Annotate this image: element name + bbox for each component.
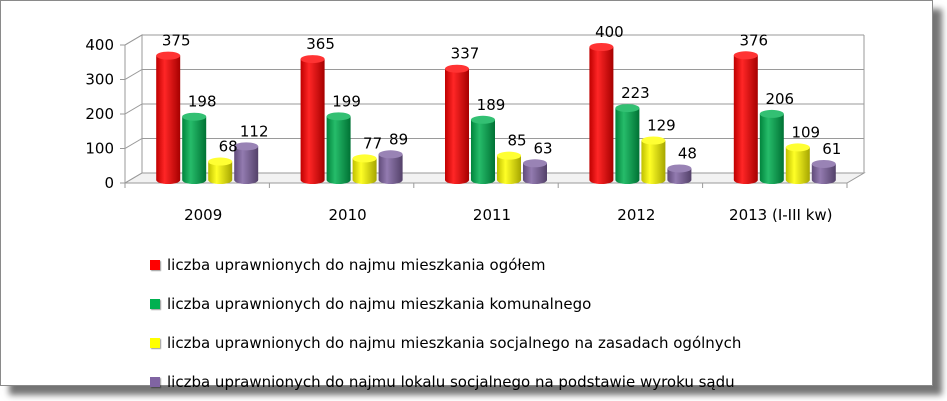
bar-top — [523, 159, 547, 168]
legend-item: liczba uprawnionych do najmu mieszkania … — [150, 245, 741, 284]
legend-label: liczba uprawnionych do najmu mieszkania … — [167, 333, 742, 352]
data-label: 68 — [219, 138, 238, 156]
y-tick-label: 300 — [85, 71, 114, 89]
bar-top — [326, 112, 351, 121]
data-label: 63 — [533, 139, 552, 157]
x-tick-label: 2009 — [184, 206, 222, 224]
bar — [811, 163, 836, 184]
bar — [733, 55, 758, 184]
data-label: 61 — [822, 140, 841, 158]
data-label: 365 — [306, 35, 335, 53]
data-label: 375 — [162, 32, 191, 50]
bar-top — [352, 154, 377, 163]
legend-swatch — [150, 376, 160, 387]
bar — [326, 116, 351, 184]
bar-top — [811, 159, 836, 168]
bar — [234, 146, 259, 184]
data-label: 376 — [739, 31, 768, 49]
y-tick-label: 100 — [85, 140, 114, 158]
bar — [589, 47, 614, 184]
legend-swatch — [150, 298, 160, 309]
y-tick-label: 200 — [85, 105, 114, 123]
legend-item: liczba uprawnionych do najmu mieszkania … — [150, 323, 741, 362]
data-label: 112 — [240, 122, 269, 140]
bar — [759, 113, 784, 184]
chart-frame: 0 100 200 300 400 375 198 68 112 365 199 77 89 337 18… — [0, 0, 933, 391]
x-tick-label: 2011 — [473, 206, 511, 224]
bar — [785, 147, 810, 184]
legend-swatch — [150, 337, 160, 348]
bar — [208, 161, 233, 184]
bar-top — [589, 43, 614, 51]
data-label: 77 — [363, 134, 382, 152]
bar-top — [300, 55, 325, 64]
bar-top — [733, 51, 758, 60]
gridline — [124, 34, 864, 46]
legend-swatch — [150, 259, 160, 270]
bar-top — [641, 136, 666, 145]
bar — [352, 158, 377, 184]
data-label: 400 — [595, 23, 624, 41]
bar — [471, 119, 495, 184]
legend: liczba uprawnionych do najmu mieszkania … — [150, 245, 741, 401]
legend-label: liczba uprawnionych do najmu mieszkania … — [167, 294, 592, 313]
bar-top — [615, 104, 640, 113]
data-label: 199 — [332, 92, 361, 110]
legend-item: liczba uprawnionych do najmu lokalu socj… — [150, 362, 741, 401]
bar-top — [759, 109, 784, 118]
legend-item: liczba uprawnionych do najmu mieszkania … — [150, 284, 741, 323]
bar — [523, 163, 547, 184]
data-label: 206 — [765, 90, 794, 108]
x-tick-label: 2010 — [329, 206, 367, 224]
gridline — [124, 69, 864, 80]
bar-top — [182, 112, 207, 121]
bar — [667, 168, 692, 184]
legend-label: liczba uprawnionych do najmu mieszkania … — [167, 255, 546, 274]
data-label: 48 — [678, 144, 697, 162]
x-tick-label: 2013 (I-III kw) — [729, 206, 832, 224]
bar — [641, 140, 666, 184]
bar — [156, 55, 181, 184]
data-label: 189 — [477, 96, 506, 114]
legend-label: liczba uprawnionych do najmu lokalu socj… — [167, 372, 735, 391]
data-label: 85 — [507, 132, 526, 150]
bar — [300, 59, 325, 185]
bar-top — [667, 164, 692, 173]
bar — [182, 116, 207, 184]
bar-top — [445, 64, 469, 73]
bar-top — [471, 115, 495, 124]
gridline — [124, 103, 864, 115]
y-tick-label: 400 — [85, 36, 114, 54]
bar — [378, 154, 403, 184]
data-label: 223 — [621, 84, 650, 102]
data-label: 337 — [451, 45, 480, 63]
data-label: 89 — [389, 130, 408, 148]
bar-top — [378, 150, 403, 159]
bar-top — [497, 151, 521, 160]
bar-top — [234, 142, 259, 151]
data-label: 129 — [647, 116, 676, 134]
x-tick-label: 2012 — [617, 206, 655, 224]
bar-top — [156, 51, 181, 60]
bar-top — [785, 143, 810, 152]
bar — [615, 108, 640, 184]
bar — [445, 68, 469, 184]
data-label: 109 — [791, 123, 820, 141]
bar-top — [208, 157, 233, 166]
y-tick-label: 0 — [104, 174, 114, 192]
data-label: 198 — [188, 93, 217, 111]
bar — [497, 155, 521, 184]
